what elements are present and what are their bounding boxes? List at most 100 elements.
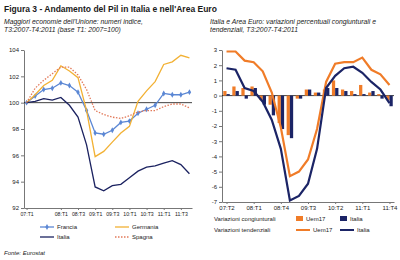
background xyxy=(0,0,400,260)
bar xyxy=(232,86,235,95)
y-axis-tick-label: 102 xyxy=(9,74,20,80)
x-axis-tick: 08:T1 xyxy=(55,208,68,217)
x-axis-tick-label: 07:T2 xyxy=(219,205,235,211)
y-axis-tick-mark xyxy=(21,76,24,77)
y-axis-tick-label: 96 xyxy=(12,153,19,159)
y-axis-tick-label: 3 xyxy=(214,47,218,53)
x-axis-tick-label: 10:T1 xyxy=(123,211,136,217)
marker xyxy=(188,89,191,95)
y-axis-tick: 94 xyxy=(12,179,24,185)
legend-marker xyxy=(45,224,48,230)
y-axis-tick-label: -7 xyxy=(212,199,218,205)
y-axis-tick-label: -5 xyxy=(212,169,218,175)
legend-label: Spagna xyxy=(132,234,153,240)
legend-swatch xyxy=(40,236,54,237)
y-axis-tick-mark xyxy=(219,96,222,97)
bar xyxy=(359,85,362,96)
x-axis-tick-label: 11:T1 xyxy=(158,211,171,217)
plot-area xyxy=(222,52,394,201)
x-axis-tick-label: 08:T1 xyxy=(247,205,263,211)
line xyxy=(27,55,190,156)
y-axis-tick-mark xyxy=(219,80,222,81)
marker xyxy=(51,85,54,91)
y-axis-tick-mark xyxy=(219,65,222,66)
bar xyxy=(317,93,320,96)
x-axis-tick-mark xyxy=(95,208,96,210)
x-axis: 07:T208:T108:T409:T310:T211:T111:T4 xyxy=(219,202,398,211)
x-axis-tick: 11:T1 xyxy=(355,202,371,211)
x-axis-tick: 10:T3 xyxy=(140,208,153,217)
y-axis-tick-label: 2 xyxy=(214,63,218,69)
bar xyxy=(227,94,230,96)
marker xyxy=(93,130,96,136)
y-axis-tick-mark xyxy=(21,155,24,156)
y-axis-tick: 1 xyxy=(214,78,222,84)
x-axis-tick-label: 09:T3 xyxy=(301,205,317,211)
y-axis-tick: -5 xyxy=(212,169,222,175)
bar xyxy=(332,80,335,95)
x-axis-tick-mark xyxy=(254,202,255,204)
bar xyxy=(389,96,392,107)
x-axis: 07:T108:T108:T309:T109:T310:T110:T311:T1… xyxy=(20,208,192,217)
legend-group-label: Variazioni congiunturali xyxy=(214,216,276,222)
x-axis-tick-mark xyxy=(227,202,228,204)
y-axis-tick: 96 xyxy=(12,153,24,159)
legend-label: Uem17 xyxy=(306,216,326,222)
y-axis-tick-label: 92 xyxy=(12,205,19,211)
x-axis-tick-label: 10:T3 xyxy=(140,211,153,217)
y-axis-tick: -2 xyxy=(212,123,222,129)
x-axis-tick-mark xyxy=(61,208,62,210)
y-axis-tick: 104 xyxy=(9,47,24,53)
legend-label: Italia xyxy=(357,227,370,233)
x-axis-tick-label: 11:T3 xyxy=(175,211,188,217)
y-axis-tick-mark xyxy=(21,208,24,209)
bar xyxy=(353,94,356,96)
legend-label: Italia xyxy=(350,216,363,222)
x-axis-tick: 09:T3 xyxy=(106,208,119,217)
subtitle-line: Maggiori economie dell'Unione: numeri in… xyxy=(4,18,143,26)
legend-label: Francia xyxy=(57,224,78,230)
x-axis-tick-mark xyxy=(112,208,113,210)
y-axis-tick-label: -6 xyxy=(212,184,218,190)
y-axis-tick-mark xyxy=(21,50,24,51)
bar xyxy=(299,96,302,99)
chart-subtitle: Maggiori economie dell'Unione: numeri in… xyxy=(4,18,143,34)
y-axis-tick-label: 94 xyxy=(12,179,19,185)
y-axis-tick-label: -4 xyxy=(212,154,218,160)
marker xyxy=(171,92,174,98)
x-axis-line xyxy=(223,202,395,203)
legend-swatch xyxy=(296,229,310,231)
y-axis-tick-label: -2 xyxy=(212,123,218,129)
bar xyxy=(314,93,317,96)
y-axis-tick: 98 xyxy=(12,126,24,132)
x-axis-tick: 10:T1 xyxy=(123,208,136,217)
legend-swatch xyxy=(340,229,354,231)
chart-subtitle: Italia e Area Euro: variazioni percentua… xyxy=(210,18,376,33)
bar xyxy=(344,91,347,96)
bar xyxy=(281,96,284,129)
x-axis-tick-label: 08:T4 xyxy=(274,205,290,211)
x-axis-tick: 08:T1 xyxy=(247,202,263,211)
marker xyxy=(153,102,156,108)
x-axis-tick-mark xyxy=(129,208,130,210)
x-axis-tick: 08:T3 xyxy=(72,208,85,217)
bar xyxy=(341,90,344,96)
x-axis-tick-label: 07:T1 xyxy=(20,211,33,217)
bar xyxy=(308,90,311,96)
y-axis-line xyxy=(24,51,25,209)
x-axis-tick-mark xyxy=(362,202,363,204)
y-axis-tick: -4 xyxy=(212,154,222,160)
x-axis-tick-label: 09:T3 xyxy=(106,211,119,217)
y-axis-tick-label: 0 xyxy=(214,93,218,99)
marker xyxy=(76,89,79,95)
y-axis-tick-mark xyxy=(219,172,222,173)
marker xyxy=(162,91,165,97)
y-axis-tick-mark xyxy=(219,141,222,142)
y-axis-tick: 100 xyxy=(9,100,24,106)
subtitle-line: Italia e Area Euro: variazioni percentua… xyxy=(210,18,376,26)
y-axis-tick-mark xyxy=(21,103,24,104)
y-axis: 92 94 96 98 100 102 104 xyxy=(9,47,25,211)
figure: Figura 3 - Andamento del Pil in Italia e… xyxy=(0,0,400,260)
x-axis-tick-label: 08:T3 xyxy=(72,211,85,217)
y-axis-tick-mark xyxy=(219,202,222,203)
